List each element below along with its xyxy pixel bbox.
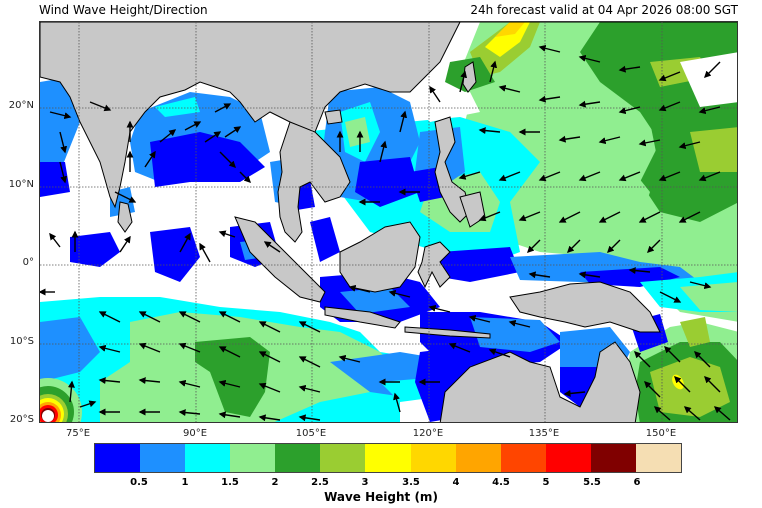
colorbar [94, 443, 682, 473]
lat-label-10s: 10°S [9, 336, 34, 347]
colorbar-segment [365, 444, 411, 472]
colorbar-tick: 0.5 [130, 477, 148, 488]
lon-label-75e: 75°E [65, 428, 91, 439]
colorbar-segment [545, 444, 591, 472]
colorbar-segment [410, 444, 456, 472]
colorbar-segment [590, 444, 636, 472]
map-canvas [40, 22, 737, 422]
lon-label-90e: 90°E [182, 428, 208, 439]
wave-direction-arrows [40, 44, 731, 422]
colorbar-segment [185, 444, 231, 472]
colorbar-tick: 3 [361, 477, 369, 488]
colorbar-segment [230, 444, 276, 472]
colorbar-label: Wave Height (m) [324, 490, 438, 504]
forecast-valid-time: 24h forecast valid at 04 Apr 2026 08:00 … [470, 3, 738, 17]
lon-label-120e: 120°E [412, 428, 444, 439]
colorbar-segment [455, 444, 501, 472]
colorbar-tick: 2.5 [311, 477, 329, 488]
colorbar-tick: 3.5 [402, 477, 420, 488]
colorbar-tick: 6 [633, 477, 641, 488]
colorbar-tick: 1.5 [221, 477, 239, 488]
lat-label-20n: 20°N [8, 100, 34, 111]
chart-title: Wind Wave Height/Direction [39, 3, 208, 17]
colorbar-segment [635, 444, 682, 472]
colorbar-tick: 4 [452, 477, 460, 488]
colorbar-tick: 5 [542, 477, 550, 488]
colorbar-segment [95, 444, 141, 472]
colorbar-tick: 1 [181, 477, 189, 488]
colorbar-segment [500, 444, 546, 472]
colorbar-segment [320, 444, 366, 472]
colorbar-tick: 2 [271, 477, 279, 488]
colorbar-segment [140, 444, 186, 472]
lat-label-0: 0° [22, 257, 34, 268]
lon-label-135e: 135°E [528, 428, 560, 439]
lon-label-150e: 150°E [645, 428, 677, 439]
colorbar-tick: 4.5 [492, 477, 510, 488]
lat-label-10n: 10°N [8, 179, 34, 190]
lon-label-105e: 105°E [295, 428, 327, 439]
wave-map [39, 21, 738, 423]
colorbar-tick: 5.5 [583, 477, 601, 488]
lat-label-20s: 20°S [9, 414, 34, 425]
graticule [40, 22, 737, 422]
colorbar-segment [275, 444, 321, 472]
